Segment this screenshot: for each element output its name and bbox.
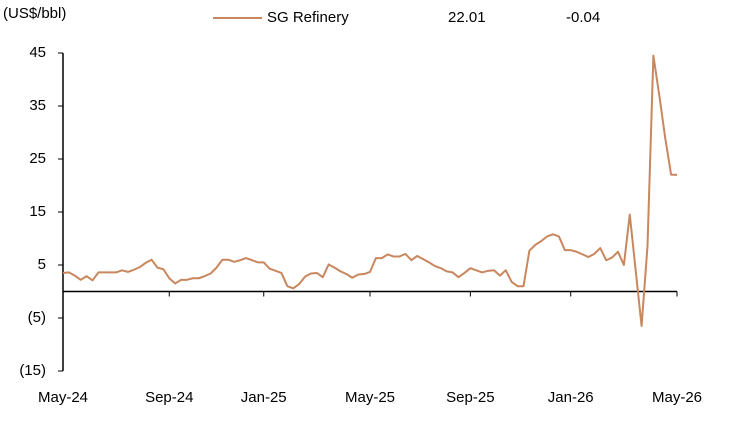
y-tick-label: 5 (38, 256, 46, 273)
latest-value: 22.01 (448, 9, 486, 26)
series-line (62, 54, 678, 327)
y-tick-label: (15) (19, 362, 46, 379)
x-tick-label: Jan-26 (548, 389, 594, 406)
y-tick-label: 45 (29, 44, 46, 61)
legend-label: SG Refinery (267, 9, 349, 26)
y-tick-label: 25 (29, 150, 46, 167)
x-tick-label: May-25 (345, 389, 395, 406)
x-tick-label: May-24 (38, 389, 88, 406)
x-tick-label: Sep-24 (145, 389, 193, 406)
y-tick-label: 35 (29, 97, 46, 114)
y-tick-label: (5) (28, 309, 46, 326)
change-value: -0.04 (566, 9, 600, 26)
x-tick-label: Sep-25 (446, 389, 494, 406)
x-tick-label: May-26 (652, 389, 702, 406)
y-tick-label: 15 (29, 203, 46, 220)
x-tick-label: Jan-25 (241, 389, 287, 406)
unit-label: (US$/bbl) (3, 5, 66, 22)
